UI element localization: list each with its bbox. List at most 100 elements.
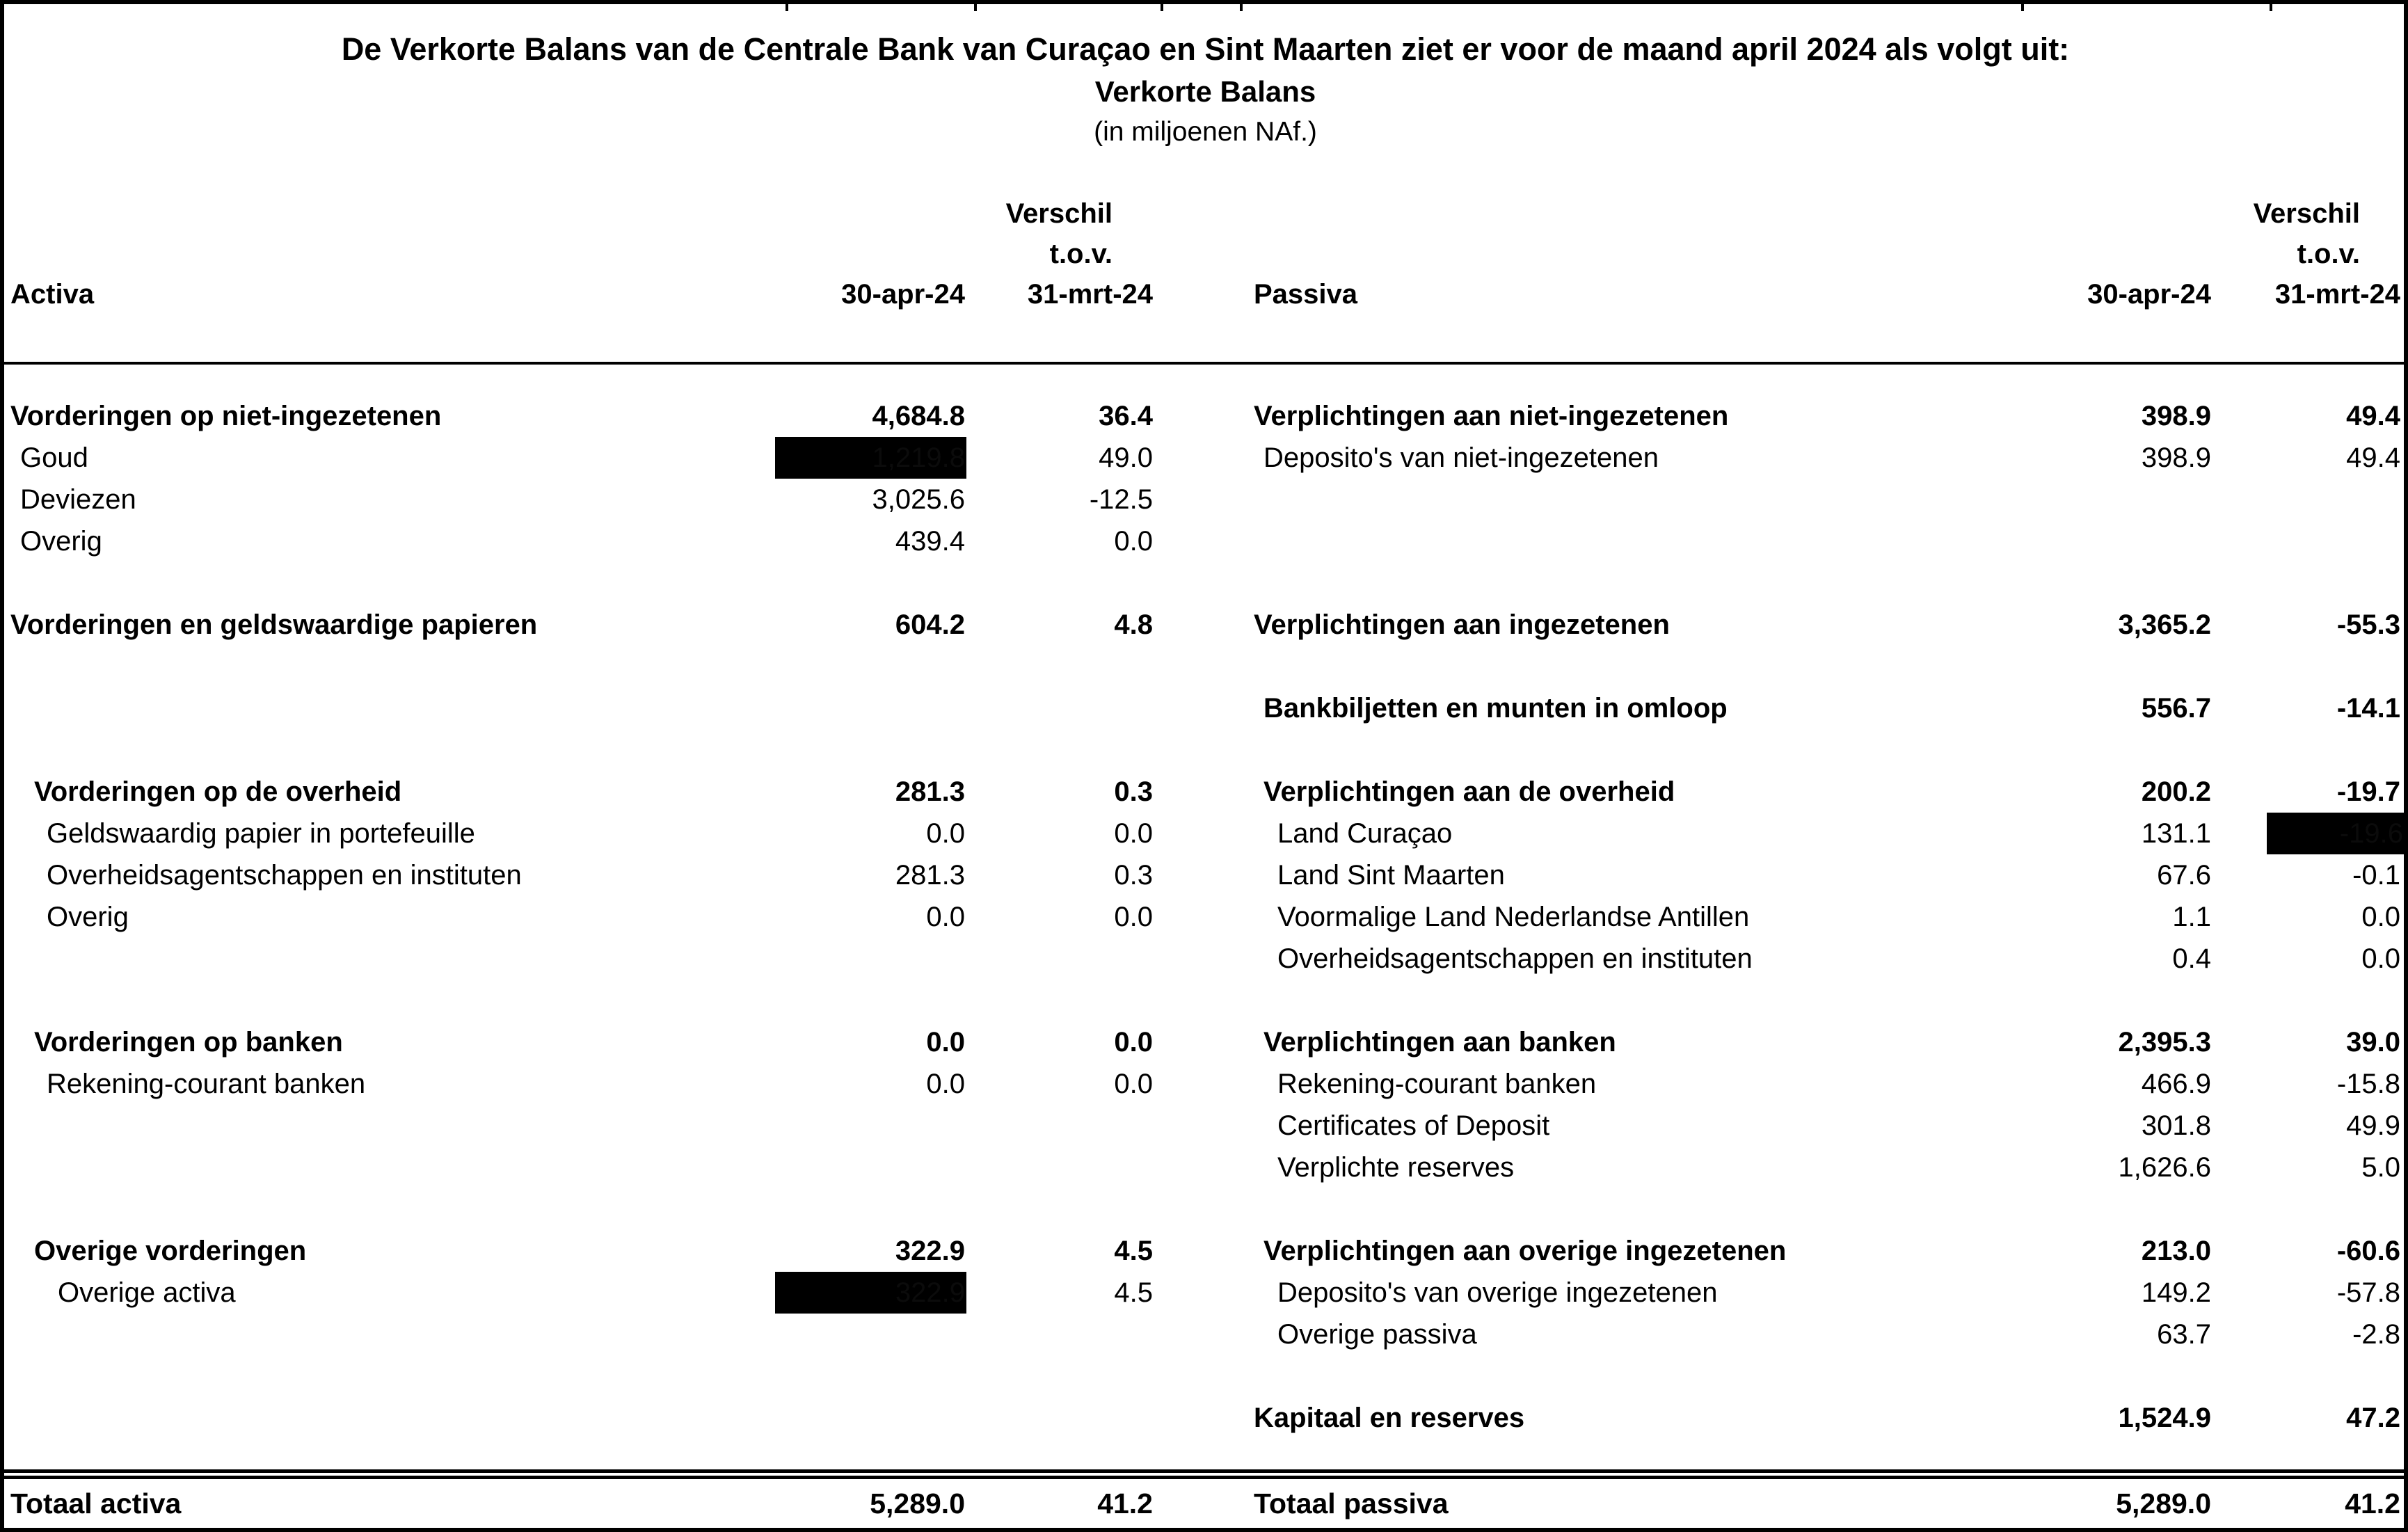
left-v2-cell: -12.5 (1089, 484, 1153, 515)
right-v1-cell: 131.1 (2141, 818, 2211, 849)
right-row-label: Land Curaçao (1277, 818, 1453, 849)
right-v2-cell: 5.0 (2361, 1152, 2400, 1183)
right-row-label: Verplichte reserves (1277, 1152, 1515, 1183)
table-row (10, 646, 2400, 687)
left-v2-cell: 36.4 (1099, 401, 1153, 431)
table-row: Vorderingen op banken 0.0 0.0 Verplichtinge… (10, 1021, 2400, 1063)
table-row: Overig 439.4 0.0 (10, 520, 2400, 562)
right-row-label: Deposito's van niet-ingezetenen (1263, 442, 1659, 473)
prev-date-label: 31-mrt-24 (1027, 279, 1153, 310)
right-row-label: Rekening-courant banken (1277, 1069, 1597, 1099)
right-v1-cell: 67.6 (2157, 860, 2211, 891)
table-row (10, 980, 2400, 1021)
right-v1-cell: 398.9 (2141, 401, 2211, 431)
right-v1-cell: 556.7 (2141, 693, 2211, 724)
right-row-label: Deposito's van overige ingezetenen (1277, 1277, 1718, 1308)
prev-date-label: 31-mrt-24 (2274, 279, 2400, 310)
left-v2-cell: 0.3 (1114, 860, 1153, 891)
left-row-label: Overheidsagentschappen en instituten (47, 860, 522, 891)
total-passiva-label: Totaal passiva (1254, 1487, 1449, 1519)
right-v1-cell: 63.7 (2157, 1319, 2211, 1350)
passiva-section-header: Passiva (1254, 279, 1358, 310)
right-v1-cell: 213.0 (2141, 1236, 2211, 1266)
right-row-label: Verplichtingen aan de overheid (1263, 776, 1675, 807)
table-row: Overheidsagentschappen en instituten 281.… (10, 854, 2400, 896)
left-v2-cell: 0.3 (1114, 776, 1153, 807)
right-v2-cell: -55.3 (2336, 609, 2400, 640)
right-row-label: Verplichtingen aan banken (1263, 1027, 1616, 1058)
table-row: Overige vorderingen 322.9 4.5 Verplichtinge… (10, 1230, 2400, 1272)
right-row-label: Overige passiva (1277, 1319, 1477, 1350)
total-passiva-verschil: 41.2 (2345, 1487, 2400, 1519)
right-v2-cell: -14.1 (2336, 693, 2400, 724)
right-v1-cell: 466.9 (2141, 1069, 2211, 1099)
table-row: Overige activa 322.9 4.5 Deposito's van ove… (10, 1272, 2400, 1314)
column-boundary-tick (1161, 4, 1163, 11)
left-v2-cell: 0.0 (1114, 1069, 1153, 1099)
total-activa-value: 5,289.0 (870, 1487, 965, 1519)
right-row-label: Land Sint Maarten (1277, 860, 1505, 891)
left-row-label: Overige activa (58, 1277, 236, 1308)
right-v2-cell: -19.6 (2211, 813, 2408, 854)
right-v1-cell: 0.4 (2172, 943, 2211, 974)
right-row-label: Overheidsagentschappen en instituten (1277, 943, 1753, 974)
table-row (10, 729, 2400, 771)
unit-note: (in miljoenen NAf.) (1094, 117, 1317, 147)
table-row (10, 562, 2400, 604)
column-headers: Activa 30-apr-24 Verschil t.o.v. 31-mrt-… (4, 152, 2404, 365)
left-v1-cell: 439.4 (895, 526, 965, 557)
left-v1-cell: 0.0 (926, 818, 965, 849)
right-v2-cell: 49.4 (2346, 401, 2400, 431)
left-v2-cell: 0.0 (1114, 1027, 1153, 1058)
balance-rows: Vorderingen op niet-ingezetenen 4,684.8 36… (10, 365, 2408, 1439)
left-row-label: Rekening-courant banken (47, 1069, 366, 1099)
left-v1-cell: 0.0 (926, 902, 965, 932)
right-v2-cell: -60.6 (2336, 1236, 2400, 1266)
right-v2-cell: -2.8 (2352, 1319, 2400, 1350)
left-row-label: Overig (47, 902, 129, 932)
passiva-verschil-column-header: Verschil t.o.v. 31-mrt-24 (2211, 193, 2400, 314)
page-title: De Verkorte Balans van de Centrale Bank … (341, 31, 2070, 67)
left-v2-cell: 0.0 (1114, 526, 1153, 557)
tov-label: t.o.v. (1049, 239, 1113, 269)
total-activa-verschil: 41.2 (1097, 1487, 1153, 1519)
right-v1-cell: 149.2 (2141, 1277, 2211, 1308)
redaction-box: 322.9 (775, 1272, 966, 1314)
left-v1-cell: 322.9 (895, 1236, 965, 1266)
right-v2-cell: -57.8 (2336, 1277, 2400, 1308)
left-v1-cell: 281.3 (895, 860, 965, 891)
totals-separator-rule (4, 1469, 2404, 1479)
table-row: Kapitaal en reserves 1,524.9 47.2 (10, 1397, 2400, 1439)
table-row (10, 1355, 2400, 1397)
column-boundary-tick (1240, 4, 1243, 11)
right-v2-cell: 0.0 (2361, 943, 2400, 974)
right-v2-cell: 49.4 (2346, 442, 2400, 473)
right-v1-cell: 398.9 (2141, 442, 2211, 473)
verschil-label: Verschil (2253, 198, 2360, 229)
left-row-label: Deviezen (20, 484, 136, 515)
right-v2-cell: 0.0 (2361, 902, 2400, 932)
totals-row: Totaal activa 5,289.0 41.2 Totaal passiv… (10, 1479, 2400, 1528)
activa-section-header: Activa (10, 279, 95, 310)
left-row-label: Overige vorderingen (34, 1236, 307, 1266)
table-row: Overheidsagentschappen en instituten 0.4 0… (10, 938, 2400, 980)
total-passiva-value: 5,289.0 (2116, 1487, 2211, 1519)
right-v2-cell: 39.0 (2346, 1027, 2400, 1058)
column-boundary-tick (2270, 4, 2272, 11)
total-activa-label: Totaal activa (10, 1487, 182, 1519)
right-row-label: Verplichtingen aan ingezetenen (1254, 609, 1670, 640)
column-boundary-tick (2021, 4, 2024, 11)
right-row-label: Kapitaal en reserves (1254, 1403, 1525, 1433)
left-v2-cell: 4.8 (1114, 609, 1153, 640)
right-v2-cell: -15.8 (2336, 1069, 2400, 1099)
right-row-label: Voormalige Land Nederlandse Antillen (1277, 902, 1750, 932)
table-row: Bankbiljetten en munten in omloop 556.7 -1… (10, 687, 2400, 729)
table-row: Verplichte reserves 1,626.6 5.0 (10, 1147, 2400, 1188)
left-v1-cell: 3,025.6 (872, 484, 965, 515)
left-v1-cell: 604.2 (895, 609, 965, 640)
title-block: De Verkorte Balans van de Centrale Bank … (10, 4, 2400, 152)
column-boundary-tick (786, 4, 788, 11)
right-v1-cell: 1,524.9 (2118, 1403, 2211, 1433)
redaction-box: 1,219.8 (775, 437, 966, 479)
